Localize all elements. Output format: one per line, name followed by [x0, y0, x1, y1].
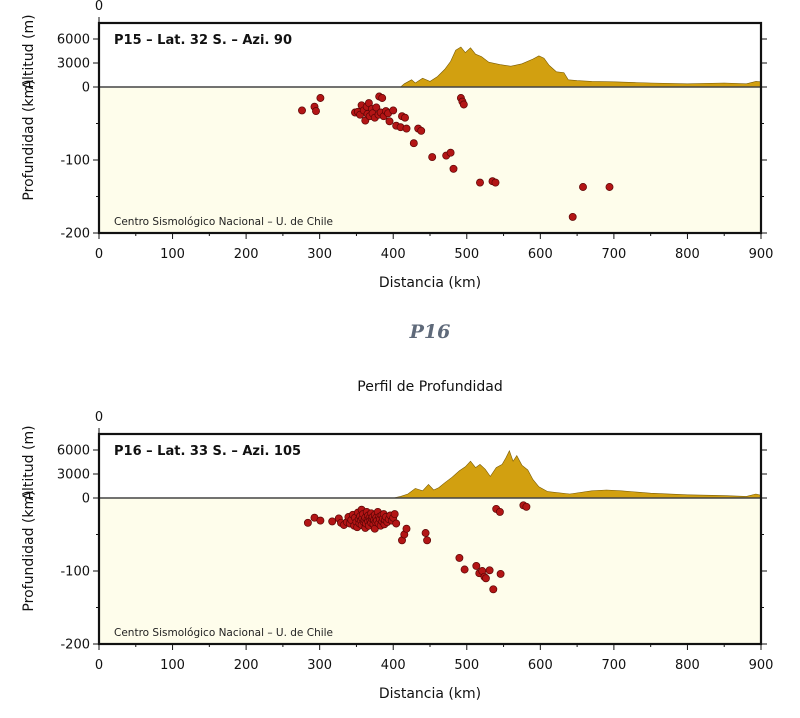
earthquake-point: [421, 529, 430, 537]
credit-label: Centro Sismológico Nacional – U. de Chil…: [114, 627, 333, 639]
earthquake-point: [402, 524, 411, 533]
x-axis-tick-label: 200: [234, 658, 259, 673]
x-axis-tick-label: 300: [307, 247, 332, 262]
earthquake-point: [392, 519, 401, 528]
altitude-axis-tick-label: 3000: [57, 468, 90, 483]
altitude-axis-tick-label: 0: [82, 492, 90, 507]
earthquake-point: [485, 566, 494, 575]
earthquake-point: [328, 517, 337, 526]
x-axis-tick-label: 900: [749, 658, 774, 673]
altitude-axis-tick-label: 0: [82, 81, 90, 96]
earthquake-point: [417, 126, 426, 135]
depth-axis-tick-label: -200: [60, 638, 90, 653]
earthquake-point: [481, 574, 490, 583]
x-axis-tick-label: 0: [95, 247, 103, 262]
x-axis-tick-label: 100: [160, 247, 185, 262]
altitude-axis-label: Altitud (m): [21, 14, 37, 89]
profile-label: P16 – Lat. 33 S. – Azi. 105: [114, 444, 301, 459]
x-axis-label: Distancia (km): [379, 275, 481, 291]
earthquake-point: [390, 510, 399, 519]
x-axis-tick-label: 900: [749, 247, 774, 262]
earthquake-point: [312, 107, 320, 116]
earthquake-point: [378, 94, 387, 102]
earthquake-point: [489, 585, 498, 594]
earthquake-point: [449, 164, 458, 173]
x-axis-tick-label: 400: [381, 247, 406, 262]
seismic-profile-chart-p15: 0 0 100 200 300 400 500 600 700 800 900 -100 -200 600…: [21, 0, 773, 291]
x-axis-tick-label: 500: [454, 658, 479, 673]
altitude-axis-label: Altitud (m): [21, 425, 37, 500]
x-axis-tick-label: 0: [95, 658, 103, 673]
earthquake-point: [372, 103, 381, 112]
credit-label: Centro Sismológico Nacional – U. de Chil…: [114, 216, 333, 228]
x-axis-tick-label: 500: [454, 247, 479, 262]
x-axis-label: Distancia (km): [379, 686, 481, 702]
earthquake-point: [303, 518, 312, 527]
depth-axis-tick-label: -100: [60, 154, 90, 169]
altitude-axis-tick-label: 3000: [57, 57, 90, 72]
earthquake-point: [605, 183, 614, 191]
earthquake-point: [472, 561, 481, 570]
x-axis-tick-label: 700: [601, 247, 626, 262]
chart-subtitle: Perfil de Profundidad: [357, 379, 503, 395]
earthquake-point: [579, 183, 587, 191]
x-axis-tick-label: 300: [307, 658, 332, 673]
top-axis-tick-label: 0: [95, 410, 103, 425]
earthquake-point: [389, 106, 398, 115]
depth-axis-label: Profundidad (km): [21, 490, 37, 611]
depth-axis-tick-label: -100: [60, 565, 90, 580]
earthquake-point: [428, 153, 437, 162]
x-axis-tick-label: 200: [234, 247, 259, 262]
altitude-axis-tick-label: 6000: [57, 33, 90, 48]
depth-axis-tick-label: -200: [60, 227, 90, 242]
depth-panel-background: [99, 498, 761, 644]
earthquake-point: [476, 178, 484, 187]
earthquake-point: [495, 507, 504, 516]
seismic-profile-chart-p16: 0 0 100 200 300 400 500 600 700 800 900 -100 -200 600…: [21, 410, 773, 702]
x-axis-tick-label: 600: [528, 247, 553, 262]
x-axis-tick-label: 800: [675, 658, 700, 673]
earthquake-point: [491, 178, 500, 187]
earthquake-point: [496, 569, 505, 578]
altitude-panel-background: [99, 23, 761, 87]
altitude-axis-tick-label: 6000: [57, 444, 90, 459]
topography-profile: [99, 450, 762, 499]
topography-profile: [99, 46, 762, 88]
earthquake-point: [401, 113, 409, 122]
earthquake-point: [568, 212, 577, 221]
earthquake-point: [316, 516, 325, 525]
earthquake-point: [522, 502, 531, 511]
earthquake-point: [402, 124, 411, 133]
depth-axis-label: Profundidad (km): [21, 79, 37, 200]
x-axis-tick-label: 600: [528, 658, 553, 673]
earthquake-point: [316, 94, 325, 102]
x-axis-tick-label: 100: [160, 658, 185, 673]
earthquake-point: [455, 553, 464, 562]
earthquake-point: [446, 148, 455, 157]
earthquake-point: [298, 106, 306, 115]
profile-label: P15 – Lat. 32 S. – Azi. 90: [114, 33, 292, 48]
earthquake-point: [409, 139, 418, 148]
x-axis-tick-label: 400: [381, 658, 406, 673]
earthquake-point: [459, 100, 468, 109]
x-axis-tick-label: 800: [675, 247, 700, 262]
top-axis-tick-label: 0: [95, 0, 103, 14]
earthquake-point: [385, 117, 394, 126]
earthquake-point: [423, 536, 432, 545]
earthquake-point: [460, 565, 469, 574]
x-axis-tick-label: 700: [601, 658, 626, 673]
section-heading: P16: [409, 321, 451, 343]
